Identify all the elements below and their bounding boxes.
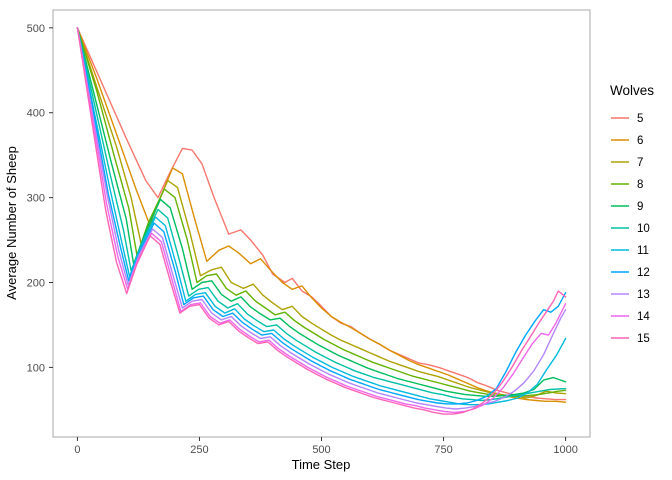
legend-label-14: 14 [637,311,650,323]
y-axis: 100 200 300 400 500 [27,23,53,374]
series-line-wolves-11 [76,27,567,406]
series-line-wolves-14 [76,27,567,414]
series-line-wolves-5 [76,27,567,401]
series-line-wolves-12 [76,27,567,405]
series-lines [76,27,567,415]
legend-label-6: 6 [637,135,643,147]
x-tick-label-0: 0 [74,444,80,456]
y-tick-label-500: 500 [27,23,45,35]
legend: Wolves 5 6 7 8 9 10 11 12 13 14 15 [610,83,654,345]
series-line-wolves-10 [76,27,567,402]
legend-label-8: 8 [637,179,643,191]
legend-label-11: 11 [637,245,649,257]
plot-panel [52,9,591,438]
series-line-wolves-15 [76,27,567,415]
y-axis-title: Average Number of Sheep [4,146,19,300]
x-tick-label-500: 500 [312,444,330,456]
legend-label-13: 13 [637,289,650,301]
x-tick-label-1000: 1000 [553,444,577,456]
legend-label-12: 12 [637,267,650,279]
legend-label-5: 5 [637,113,643,125]
legend-label-7: 7 [637,157,643,169]
x-axis: 0 250 500 750 1000 [74,437,578,456]
y-tick-label-300: 300 [27,193,45,205]
legend-label-10: 10 [637,223,650,235]
series-line-wolves-13 [76,27,567,410]
x-axis-title: Time Step [292,457,351,472]
y-tick-label-100: 100 [27,362,45,374]
y-tick-label-400: 400 [27,108,45,120]
x-tick-label-250: 250 [190,444,208,456]
x-tick-label-750: 750 [434,444,452,456]
legend-label-9: 9 [637,201,643,213]
legend-title: Wolves [610,83,654,98]
legend-label-15: 15 [637,333,650,345]
legend-entries: 5 6 7 8 9 10 11 12 13 14 15 [611,113,650,345]
y-tick-label-200: 200 [27,277,45,289]
